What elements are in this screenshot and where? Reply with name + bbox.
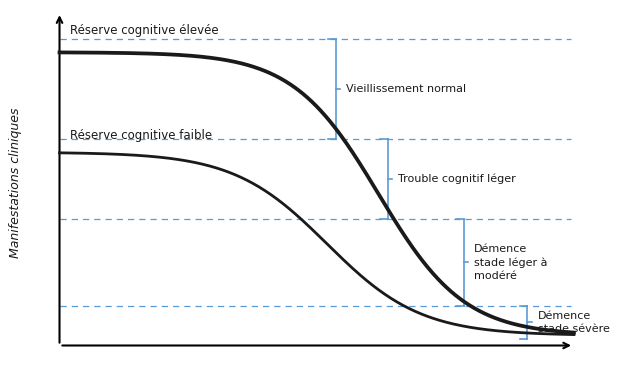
Text: Démence
stade léger à
modéré: Démence stade léger à modéré — [474, 244, 547, 281]
Text: Trouble cognitif léger: Trouble cognitif léger — [399, 174, 516, 184]
Text: Vieillissement normal: Vieillissement normal — [346, 84, 466, 94]
Text: Réserve cognitive faible: Réserve cognitive faible — [70, 129, 212, 142]
Text: Démence
stade sévère: Démence stade sévère — [538, 311, 610, 334]
Text: Réserve cognitive élevée: Réserve cognitive élevée — [70, 24, 219, 37]
Text: Manifestations cliniques: Manifestations cliniques — [9, 107, 22, 258]
